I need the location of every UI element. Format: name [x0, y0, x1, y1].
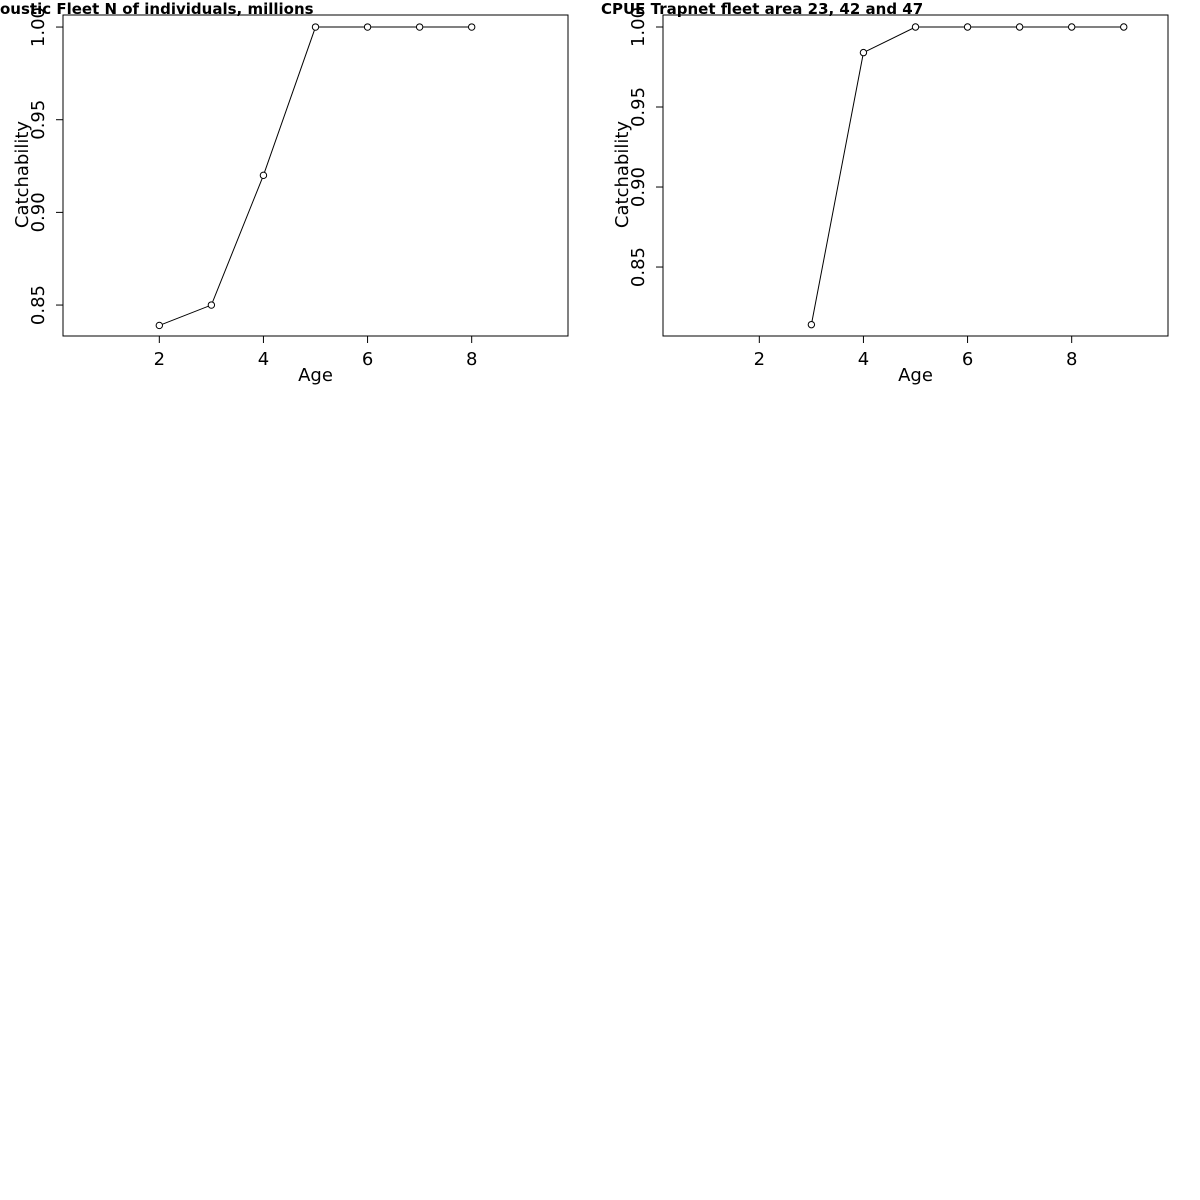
x-tick-label: 8 [466, 349, 477, 370]
x-tick-label: 8 [1066, 349, 1077, 370]
chart-title: CPUE Trapnet fleet area 23, 42 and 47 [601, 0, 923, 18]
y-tick-label: 0.90 [628, 167, 649, 207]
data-point [1120, 23, 1128, 31]
y-tick-label: 1.00 [628, 7, 649, 47]
chart-title: oustic Fleet N of individuals, millions [0, 0, 314, 18]
y-tick-label: 0.95 [28, 100, 49, 140]
x-tick-label: 4 [258, 349, 269, 370]
data-point [1015, 23, 1024, 31]
y-tick-label: 0.85 [28, 285, 49, 325]
y-tick-label: 1.00 [28, 7, 49, 47]
data-point [963, 23, 972, 31]
data-point [259, 171, 268, 180]
y-axis-label: Catchability [12, 121, 33, 228]
x-tick-label: 6 [962, 349, 973, 370]
x-tick-label: 2 [754, 349, 765, 370]
data-line [810, 26, 1124, 325]
data-point [155, 321, 164, 330]
plot-frame [662, 14, 1169, 337]
x-tick-label: 6 [362, 349, 373, 370]
data-point [1067, 23, 1076, 31]
y-tick-label: 0.90 [28, 192, 49, 232]
data-point [207, 301, 216, 309]
data-point [415, 23, 424, 31]
data-line [159, 26, 472, 326]
y-axis-label: Catchability [612, 121, 633, 228]
data-point [911, 23, 920, 31]
x-axis-label: Age [898, 365, 933, 386]
x-tick-label: 2 [154, 349, 165, 370]
data-point [467, 23, 476, 31]
data-point [859, 48, 868, 57]
y-tick-label: 0.85 [628, 247, 649, 287]
data-point [311, 23, 320, 31]
data-point [807, 320, 816, 329]
x-tick-label: 4 [858, 349, 869, 370]
plot-frame [62, 14, 569, 337]
x-axis-label: Age [298, 365, 333, 386]
data-point [363, 23, 372, 31]
y-tick-label: 0.95 [628, 87, 649, 127]
